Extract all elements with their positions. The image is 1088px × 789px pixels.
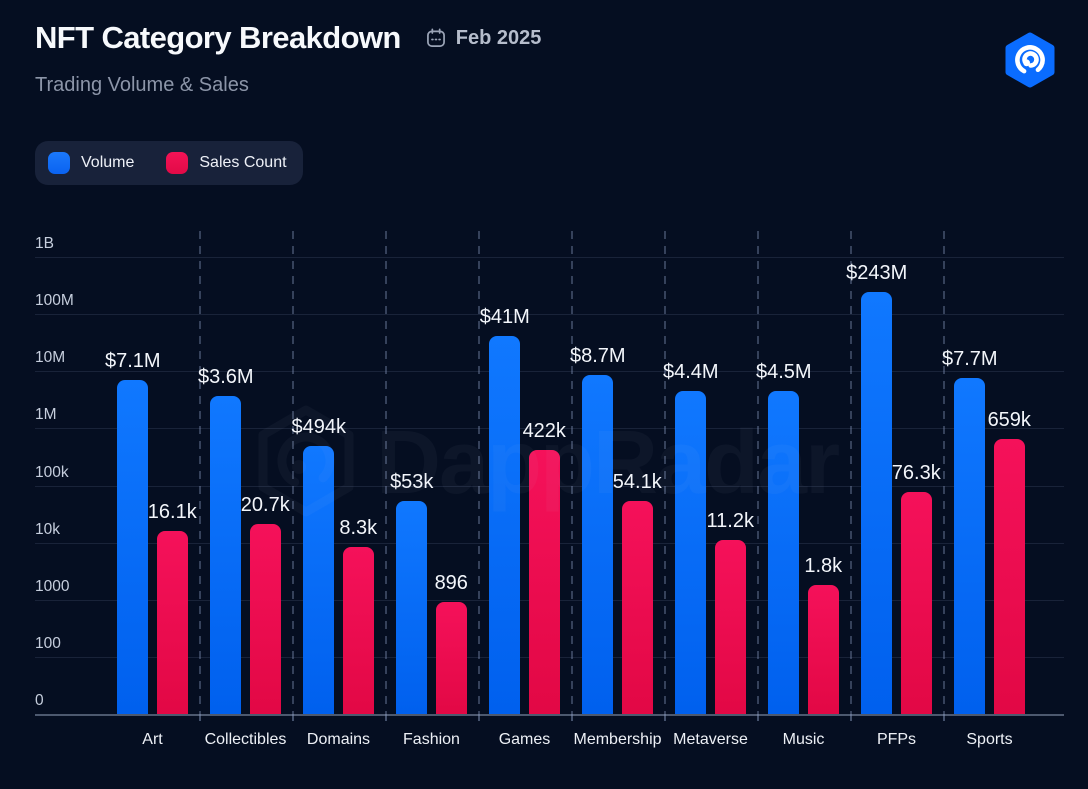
x-axis-category-label: Membership — [573, 731, 662, 748]
category-separator-line — [664, 231, 666, 714]
volume-bar-pfps[interactable] — [861, 291, 893, 714]
y-axis-tick-label: 10M — [35, 349, 66, 367]
y-axis-tick-label: 1000 — [35, 577, 70, 595]
page-title: NFT Category Breakdown — [35, 20, 401, 55]
sales-bar-domains[interactable] — [342, 547, 374, 714]
calendar-icon — [425, 27, 447, 49]
sales-bar-music[interactable] — [807, 585, 839, 714]
x-axis-tick — [385, 714, 387, 721]
sales-count-swatch-icon — [166, 152, 189, 174]
volume-value-label: $41M — [479, 306, 530, 329]
sales-value-label: 659k — [987, 408, 1031, 431]
x-axis-category-label: Domains — [306, 731, 371, 748]
x-axis-category-label: PFPs — [876, 731, 917, 748]
volume-bar-domains[interactable] — [303, 445, 335, 714]
category-separator-line — [199, 231, 201, 714]
volume-value-label: $53k — [390, 471, 434, 494]
x-axis-tick — [850, 714, 852, 721]
sales-value-label: 76.3k — [891, 462, 941, 485]
sales-value-label: 8.3k — [339, 517, 378, 540]
sales-value-label: 11.2k — [706, 509, 754, 532]
legend-item-sales-count[interactable]: Sales Count — [166, 152, 287, 174]
y-gridline — [35, 257, 1064, 258]
volume-bar-games[interactable] — [489, 336, 521, 714]
sales-bar-sports[interactable] — [993, 438, 1025, 714]
header: NFT Category Breakdown Feb 2025 — [35, 20, 541, 56]
x-axis-tick — [292, 714, 294, 721]
volume-value-label: $7.7M — [941, 347, 998, 370]
sales-bar-membership[interactable] — [621, 500, 653, 714]
legend-label-sales-count: Sales Count — [199, 154, 287, 171]
y-axis-tick-label: 100M — [35, 292, 74, 310]
x-axis-tick — [478, 714, 480, 721]
y-axis-tick-label: 1B — [35, 235, 54, 252]
volume-swatch-icon — [48, 152, 70, 174]
y-gridline — [35, 428, 1064, 430]
sales-value-label: 16.1k — [147, 500, 197, 523]
sales-bar-fashion[interactable] — [435, 602, 467, 714]
sales-bar-pfps[interactable] — [900, 492, 932, 714]
x-axis-tick — [571, 714, 573, 721]
y-axis-tick-label: 100 — [35, 635, 61, 653]
sales-bar-games[interactable] — [528, 449, 560, 714]
y-axis-tick-label: 1M — [35, 406, 57, 424]
y-axis-tick-label: 10k — [35, 520, 60, 538]
volume-value-label: $243M — [846, 261, 908, 284]
x-axis-category-label: Fashion — [403, 731, 460, 748]
x-axis-category-label: Games — [498, 731, 551, 748]
sales-bar-collectibles[interactable] — [249, 524, 281, 714]
x-axis-category-label: Collectibles — [204, 731, 287, 748]
volume-value-label: $7.1M — [104, 349, 161, 372]
category-separator-line — [943, 231, 945, 714]
volume-value-label: $4.4M — [662, 361, 719, 384]
sales-value-label: 1.8k — [804, 555, 843, 578]
y-axis-tick-label: 100k — [35, 463, 69, 481]
volume-bar-metaverse[interactable] — [675, 391, 707, 714]
volume-value-label: $494k — [291, 415, 347, 438]
x-axis-tick — [199, 714, 201, 721]
y-gridline — [35, 314, 1064, 316]
sales-value-label: 54.1k — [612, 470, 662, 493]
x-axis-category-label: Sports — [966, 731, 1013, 748]
report-period: Feb 2025 — [425, 26, 542, 50]
sales-bar-art[interactable] — [156, 530, 188, 714]
category-separator-line — [757, 231, 759, 714]
volume-bar-membership[interactable] — [582, 374, 614, 714]
sales-value-label: 20.7k — [240, 494, 290, 517]
x-axis-tick — [943, 714, 945, 721]
sales-bar-metaverse[interactable] — [714, 539, 746, 714]
legend-item-volume[interactable]: Volume — [48, 152, 134, 174]
volume-bar-collectibles[interactable] — [210, 396, 242, 714]
volume-value-label: $4.5M — [755, 360, 812, 383]
volume-value-label: $8.7M — [569, 344, 626, 367]
x-axis-category-label: Art — [142, 731, 163, 748]
volume-bar-fashion[interactable] — [396, 501, 428, 714]
category-separator-line — [385, 231, 387, 714]
legend-label-volume: Volume — [81, 154, 135, 171]
y-gridline — [35, 371, 1064, 373]
y-axis-tick-label: 0 — [35, 692, 44, 710]
volume-value-label: $3.6M — [197, 366, 254, 389]
y-gridline — [35, 714, 1064, 717]
volume-bar-sports[interactable] — [954, 377, 986, 714]
volume-bar-music[interactable] — [768, 390, 800, 714]
x-axis-tick — [757, 714, 759, 721]
category-separator-line — [292, 231, 294, 714]
category-separator-line — [571, 231, 573, 714]
page-subtitle: Trading Volume & Sales — [35, 74, 249, 96]
sales-value-label: 422k — [522, 419, 566, 442]
volume-bar-art[interactable] — [117, 379, 149, 714]
x-axis-category-label: Music — [782, 731, 825, 748]
x-axis-category-label: Metaverse — [673, 731, 748, 748]
chart-legend: Volume Sales Count — [35, 141, 303, 185]
category-separator-line — [478, 231, 480, 714]
category-separator-line — [850, 231, 852, 714]
dappradar-logo-icon — [1002, 32, 1058, 88]
x-axis-tick — [664, 714, 666, 721]
report-date: Feb 2025 — [455, 26, 542, 49]
sales-value-label: 896 — [434, 572, 468, 595]
